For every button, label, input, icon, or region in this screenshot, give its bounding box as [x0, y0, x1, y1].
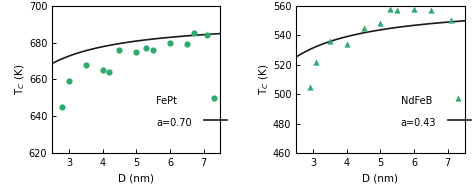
- Point: [106, 70, 113, 74]
- Point: [99, 69, 107, 72]
- Point: [313, 60, 320, 63]
- Point: [447, 19, 455, 22]
- Point: [58, 105, 66, 108]
- Point: [427, 9, 435, 12]
- Point: [306, 85, 313, 88]
- X-axis label: D (nm): D (nm): [118, 174, 155, 184]
- Text: a=0.70: a=0.70: [156, 118, 192, 128]
- Point: [190, 32, 197, 35]
- Point: [143, 46, 150, 50]
- Point: [149, 48, 157, 51]
- Text: NdFeB: NdFeB: [401, 96, 432, 106]
- Y-axis label: T$_C$ (K): T$_C$ (K): [258, 64, 271, 95]
- Text: a=0.43: a=0.43: [401, 118, 436, 128]
- Point: [326, 40, 334, 43]
- Text: FePt: FePt: [156, 96, 177, 106]
- Point: [343, 43, 350, 46]
- Point: [82, 63, 90, 66]
- Point: [387, 7, 394, 10]
- Point: [183, 43, 191, 46]
- Point: [203, 34, 211, 37]
- Point: [133, 50, 140, 53]
- Point: [65, 80, 73, 83]
- Point: [376, 22, 384, 25]
- Point: [166, 41, 174, 44]
- Y-axis label: T$_C$ (K): T$_C$ (K): [14, 64, 27, 95]
- X-axis label: D (nm): D (nm): [362, 174, 398, 184]
- Point: [410, 7, 418, 10]
- Point: [360, 26, 367, 29]
- Point: [116, 48, 123, 51]
- Point: [393, 9, 401, 12]
